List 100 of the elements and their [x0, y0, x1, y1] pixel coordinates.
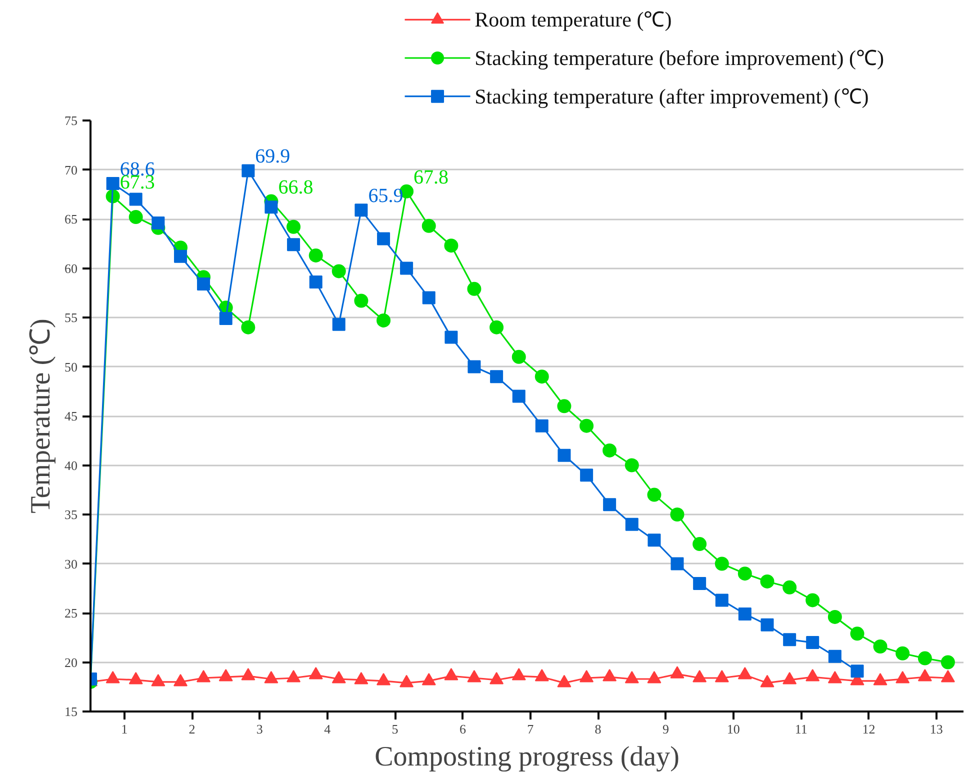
point	[647, 488, 662, 502]
y-tick-label: 60	[64, 260, 78, 276]
point	[106, 670, 120, 684]
y-tick-label: 30	[64, 556, 78, 572]
point	[648, 534, 661, 547]
y-tick-label: 45	[64, 408, 78, 424]
point	[308, 667, 323, 680]
x-tick-label: 3	[256, 722, 263, 736]
point	[760, 674, 774, 688]
point	[241, 668, 256, 680]
point	[309, 276, 322, 289]
annotation: 66.8	[278, 176, 314, 198]
y-tick-label: 40	[64, 458, 78, 473]
legend-label: Room temperature (℃)	[474, 8, 672, 32]
y-tick-label: 20	[64, 654, 78, 670]
y-tick-label: 55	[64, 310, 78, 325]
point	[241, 320, 256, 334]
x-tick-label: 5	[392, 722, 398, 736]
y-tick-label: 15	[64, 704, 78, 719]
x-tick-label: 7	[527, 722, 534, 736]
point	[174, 674, 188, 686]
point	[490, 672, 504, 684]
point	[558, 448, 571, 462]
point	[873, 672, 888, 686]
point	[512, 350, 526, 364]
point	[286, 220, 301, 234]
point	[670, 508, 684, 522]
y-tick-label: 25	[64, 606, 78, 620]
point	[422, 218, 436, 233]
point	[760, 618, 774, 632]
point	[580, 418, 594, 433]
point	[714, 556, 729, 571]
point	[264, 670, 278, 684]
point	[625, 518, 638, 531]
x-tick-label: 8	[594, 722, 602, 736]
point	[400, 674, 414, 688]
point	[782, 672, 797, 684]
point	[197, 278, 210, 291]
point	[490, 320, 504, 334]
point	[647, 670, 662, 684]
point	[219, 312, 232, 325]
y-axis-title: Temperature (℃)	[26, 318, 56, 514]
point	[354, 294, 368, 308]
point	[806, 593, 820, 608]
x-tick-label: 13	[930, 722, 943, 736]
point	[128, 672, 143, 684]
point	[376, 672, 391, 686]
x-tick-label: 4	[324, 722, 332, 736]
point	[129, 192, 142, 206]
point	[287, 238, 300, 252]
point	[512, 668, 526, 680]
point	[422, 291, 436, 304]
y-tick-label: 65	[64, 212, 78, 226]
point	[896, 646, 910, 660]
point	[738, 667, 752, 680]
point	[670, 557, 684, 570]
legend-label: Stacking temperature (after improvement) (℃)	[474, 84, 869, 108]
point	[624, 670, 639, 684]
point	[557, 674, 572, 688]
x-tick-label: 11	[794, 722, 808, 736]
point	[760, 574, 774, 588]
point	[806, 669, 820, 682]
y-tick-label: 70	[64, 162, 78, 178]
point	[603, 498, 616, 512]
point	[444, 330, 458, 344]
point	[602, 669, 617, 682]
x-axis-title: Composting progress (day)	[374, 742, 680, 772]
point	[332, 264, 346, 278]
point	[602, 443, 617, 458]
point	[782, 580, 797, 594]
point	[354, 204, 368, 217]
point	[738, 566, 752, 581]
point	[444, 668, 458, 680]
point	[377, 232, 390, 246]
y-tick-label: 35	[64, 507, 78, 522]
x-tick-label: 12	[862, 722, 876, 736]
x-tick-label: 6	[459, 722, 466, 736]
point	[624, 458, 639, 472]
point	[738, 607, 752, 620]
point	[242, 164, 255, 178]
point	[714, 670, 729, 682]
point	[828, 670, 842, 684]
point	[444, 238, 458, 253]
point	[806, 636, 820, 650]
point	[670, 666, 684, 678]
point	[332, 318, 346, 331]
annotation: 65.9	[368, 185, 404, 208]
point	[264, 200, 278, 214]
point	[151, 674, 166, 686]
x-tick-label: 1	[121, 722, 128, 736]
y-tick-label: 50	[64, 359, 78, 374]
point	[534, 370, 549, 384]
annotation: 67.8	[414, 166, 449, 188]
point	[354, 672, 368, 684]
x-tick-label: 2	[188, 722, 196, 736]
point	[467, 670, 482, 682]
point	[332, 670, 346, 684]
point	[692, 537, 707, 552]
point	[174, 250, 188, 263]
x-tick-label: 10	[726, 722, 740, 736]
